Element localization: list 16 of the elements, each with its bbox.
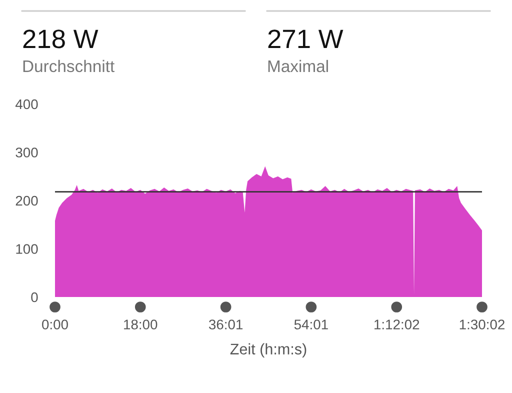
text: 271 W xyxy=(268,30,344,48)
text: 218 W xyxy=(23,30,98,48)
x-tick-label: 0:00 xyxy=(42,320,68,330)
x-tick-label: 1:30:02 xyxy=(460,320,504,330)
x-tick-label: 54:01 xyxy=(294,320,328,330)
text: Durchschnitt xyxy=(23,60,115,72)
y-tick-label: 100 xyxy=(16,244,38,254)
x-tick-label: 18:00 xyxy=(124,320,158,330)
y-tick-label: 0 xyxy=(31,292,38,302)
y-tick-label: 300 xyxy=(16,148,38,158)
y-tick-label: 400 xyxy=(15,99,38,110)
x-tick-label: 36:01 xyxy=(208,320,243,330)
text: Maximal xyxy=(268,60,328,72)
y-tick-label: 200 xyxy=(16,196,38,206)
x-axis-title: Zeit (h:m:s) xyxy=(230,343,306,358)
x-tick-label: 1:12:02 xyxy=(374,320,420,330)
